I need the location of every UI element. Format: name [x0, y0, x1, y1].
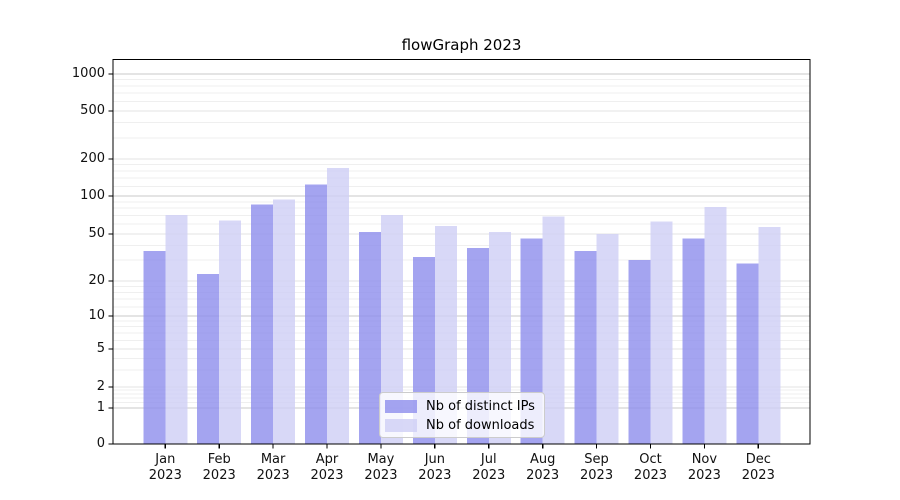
chart-title: flowGraph 2023 [401, 36, 522, 54]
legend-label-downloads: Nb of downloads [426, 417, 535, 433]
legend-entry-distinct-ips: Nb of distinct IPs [385, 398, 538, 414]
bar-downloads-jan [165, 214, 188, 444]
bar-distinct-ips-jan [143, 250, 166, 444]
xtick-label-may: May 2023 [364, 452, 398, 483]
xtick-label-jul: Jul 2023 [472, 452, 506, 483]
bar-distinct-ips-mar [251, 204, 274, 444]
xtick-label-mar: Mar 2023 [256, 452, 290, 483]
legend-swatch-downloads [385, 418, 417, 432]
bar-downloads-dec [758, 226, 781, 444]
bar-downloads-feb [219, 220, 242, 444]
legend-swatch-distinct-ips [385, 399, 417, 413]
xtick-label-apr: Apr 2023 [310, 452, 344, 483]
bar-downloads-mar [273, 199, 296, 444]
legend-label-distinct-ips: Nb of distinct IPs [426, 398, 535, 414]
bar-downloads-nov [704, 206, 727, 444]
bar-downloads-sep [596, 234, 619, 444]
bar-downloads-jul [488, 231, 511, 444]
xtick-label-sep: Sep 2023 [580, 452, 614, 483]
bar-distinct-ips-sep [574, 250, 597, 444]
xtick-label-jun: Jun 2023 [418, 452, 452, 483]
bar-distinct-ips-nov [682, 238, 705, 444]
bar-downloads-oct [650, 221, 673, 444]
legend: Nb of distinct IPs Nb of downloads [379, 392, 545, 438]
bar-distinct-ips-may [358, 231, 381, 444]
legend-entry-downloads: Nb of downloads [385, 417, 538, 433]
xtick-label-oct: Oct 2023 [633, 452, 668, 483]
bar-downloads-may [380, 214, 403, 444]
bar-distinct-ips-feb [197, 273, 220, 444]
axes [108, 58, 811, 449]
xtick-label-nov: Nov 2023 [687, 452, 721, 483]
xtick-label-dec: Dec 2023 [741, 452, 775, 483]
xtick-label-jan: Jan 2023 [148, 452, 182, 483]
xtick-label-aug: Aug 2023 [526, 452, 560, 483]
bars [143, 168, 781, 444]
xtick-label-feb: Feb 2023 [202, 452, 236, 483]
bar-distinct-ips-apr [305, 184, 327, 444]
bar-downloads-jun [434, 225, 457, 444]
bar-downloads-aug [542, 216, 565, 444]
bar-distinct-ips-dec [736, 263, 759, 444]
bar-downloads-apr [327, 168, 349, 444]
bar-distinct-ips-oct [628, 260, 651, 444]
